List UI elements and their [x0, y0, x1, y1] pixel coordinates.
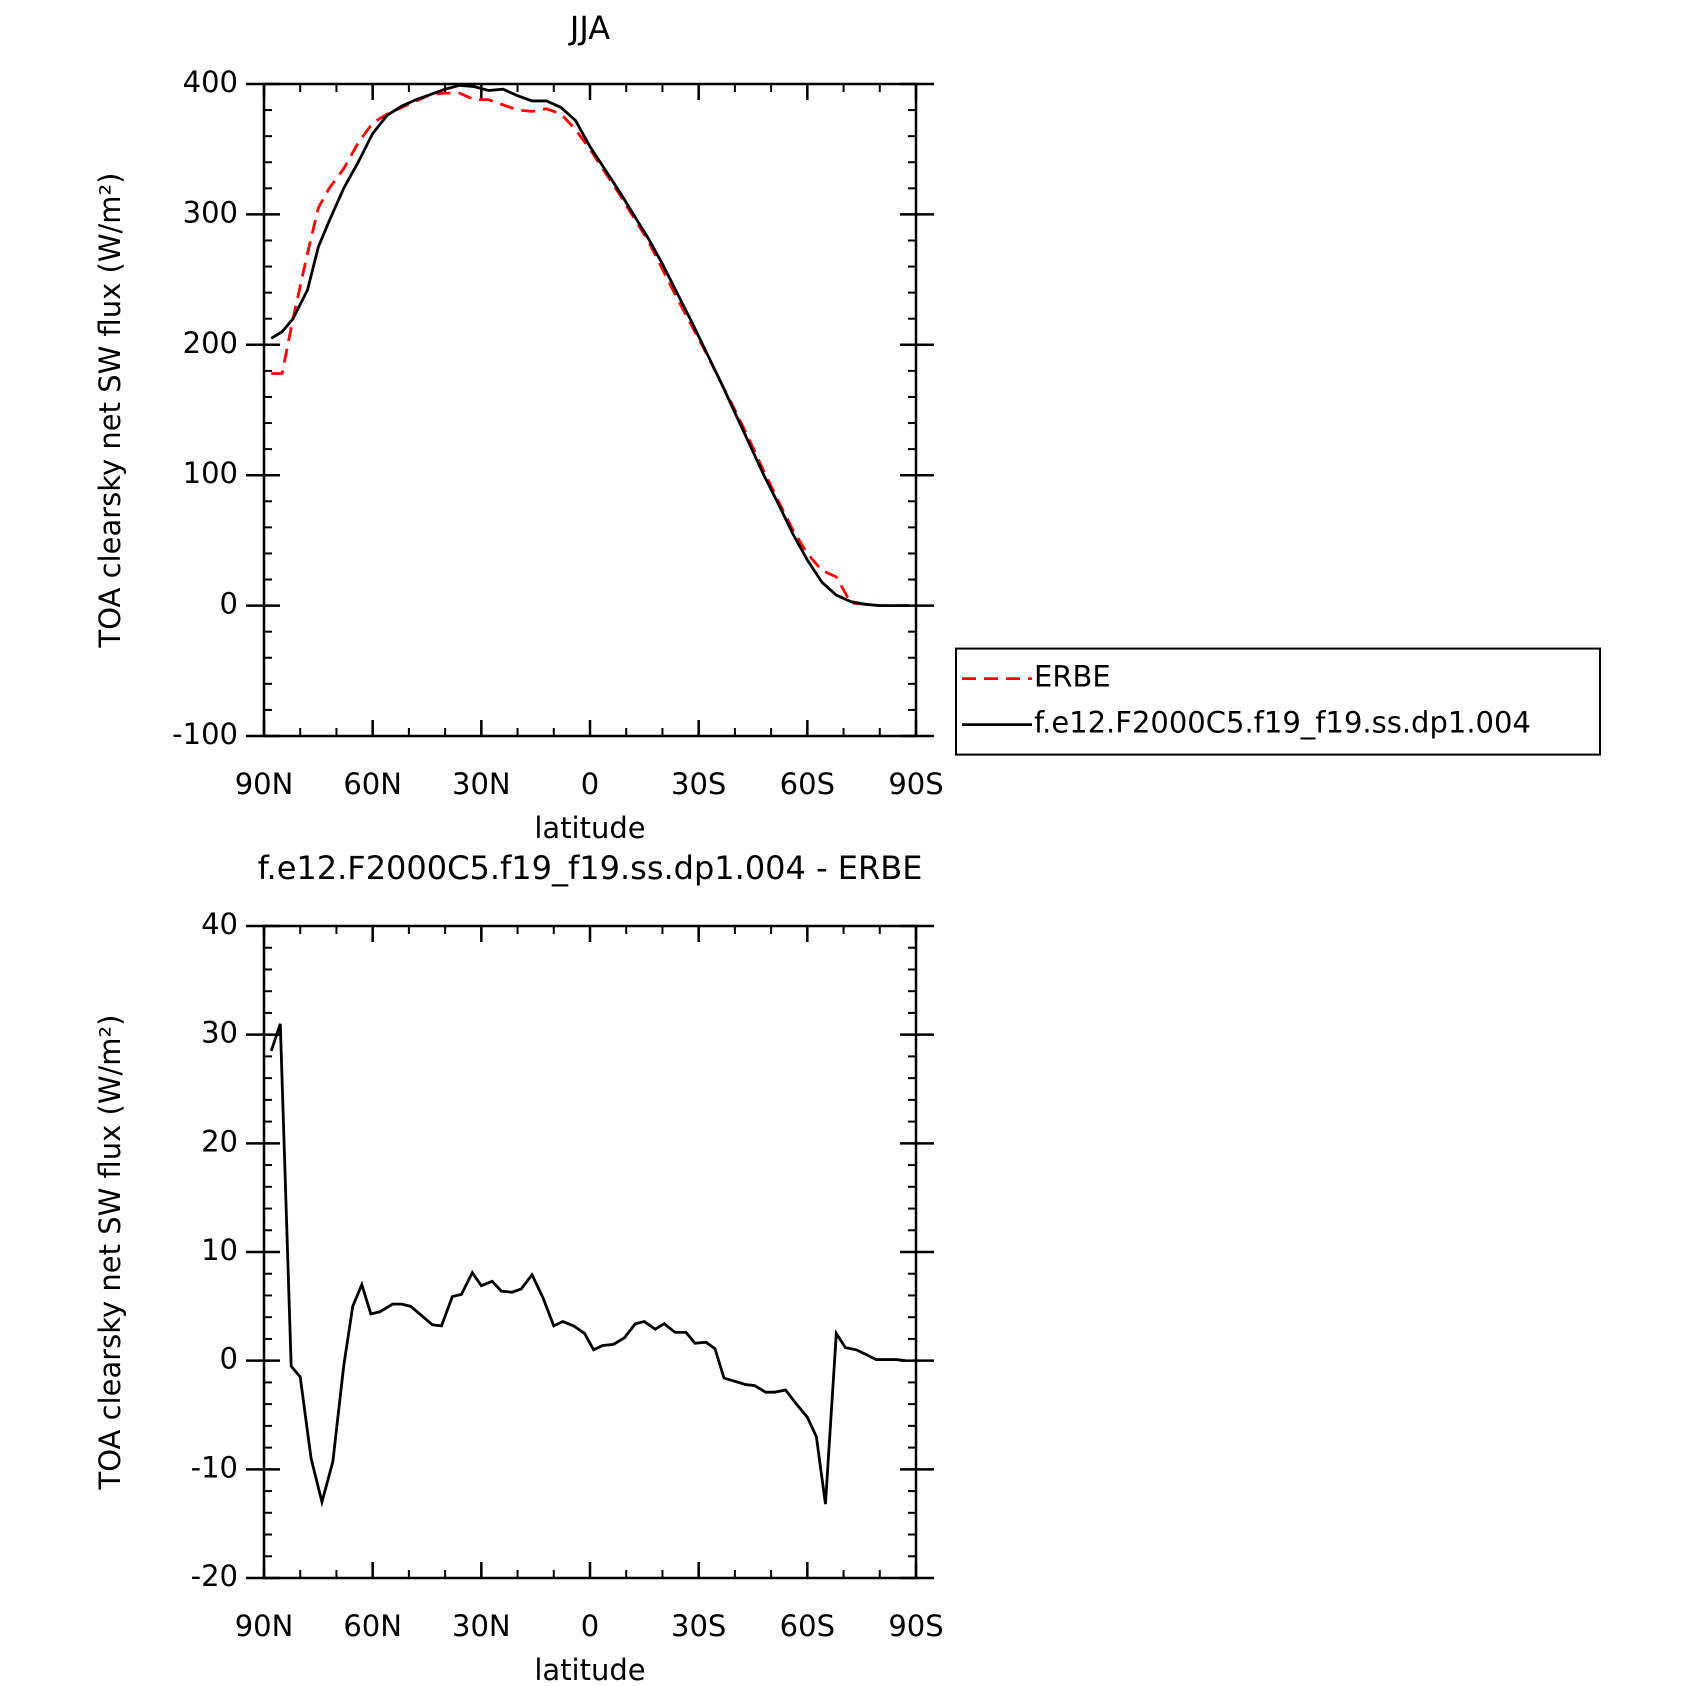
x-axis-label: latitude	[534, 1653, 645, 1686]
x-tick-label: 30N	[452, 1609, 511, 1643]
series-line	[270, 83, 909, 607]
y-tick-label: 200	[183, 326, 238, 360]
series-line	[269, 1023, 906, 1508]
x-tick-label: 60N	[343, 767, 402, 801]
y-tick-label: 40	[201, 907, 238, 941]
y-tick-label: 400	[183, 65, 238, 99]
y-axis-label: TOA clearsky net SW flux (W/m²)	[93, 173, 127, 649]
y-tick-label: 10	[201, 1233, 238, 1267]
y-tick-label: 30	[201, 1016, 238, 1050]
x-axis-label: latitude	[534, 811, 645, 845]
chart-title: JJA	[568, 9, 610, 47]
x-tick-label: 90N	[235, 1609, 294, 1643]
x-tick-label: 90S	[888, 1609, 943, 1643]
y-tick-label: 100	[183, 456, 238, 490]
plot-frame	[262, 82, 918, 738]
y-tick-label: 0	[220, 587, 238, 621]
legend-label: f.e12.F2000C5.f19_f19.ss.dp1.004	[1034, 706, 1531, 740]
x-tick-label: 60S	[780, 767, 835, 801]
y-tick-label: -100	[172, 717, 238, 751]
x-tick-label: 30N	[452, 767, 511, 801]
y-tick-label: 300	[183, 195, 238, 229]
series-line	[271, 91, 909, 607]
y-tick-label: -20	[191, 1559, 238, 1593]
x-tick-label: 0	[581, 1609, 599, 1643]
plot-frame	[262, 924, 918, 1580]
x-tick-label: 30S	[671, 767, 726, 801]
legend-label: ERBE	[1034, 660, 1111, 694]
legend-box	[955, 647, 1601, 756]
y-tick-label: 0	[220, 1342, 238, 1376]
y-axis-label: TOA clearsky net SW flux (W/m²)	[93, 1015, 127, 1491]
x-tick-label: 90S	[888, 767, 943, 801]
chart-title: f.e12.F2000C5.f19_f19.ss.dp1.004 - ERBE	[258, 849, 923, 887]
x-tick-label: 30S	[671, 1609, 726, 1643]
x-tick-label: 90N	[235, 767, 294, 801]
x-tick-label: 60S	[780, 1609, 835, 1643]
x-tick-label: 60N	[343, 1609, 402, 1643]
x-tick-label: 0	[581, 767, 599, 801]
y-tick-label: -10	[191, 1450, 238, 1484]
y-tick-label: 20	[201, 1124, 238, 1158]
